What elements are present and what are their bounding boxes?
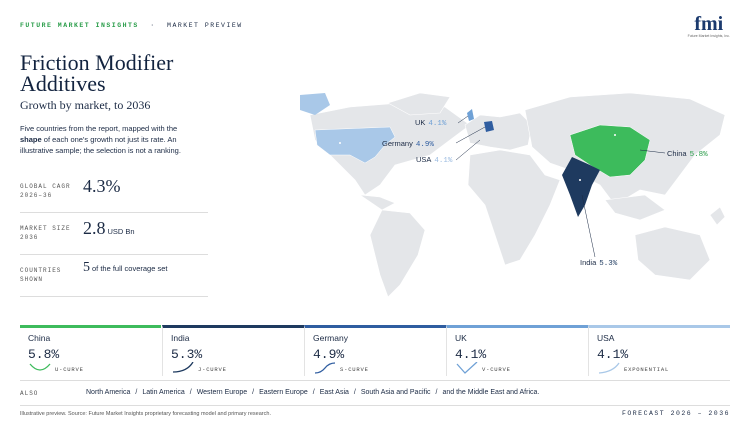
source: Illustrative preview. Source: Future Mar… — [20, 411, 271, 417]
card-shape: J-CURVE — [198, 366, 227, 373]
rate: 4.9% — [415, 141, 434, 149]
stat-label-line: 2026–36 — [20, 192, 53, 199]
unit: of the full coverage set — [92, 264, 168, 273]
rate: 4.1% — [428, 120, 447, 128]
curve — [314, 362, 336, 374]
map-label: India 5.3% — [580, 258, 617, 268]
card-country: UK — [455, 333, 467, 343]
card-country: China — [28, 333, 51, 343]
separator: / — [312, 389, 315, 396]
curve-icon — [314, 362, 336, 374]
map-label: China 5.8% — [667, 149, 708, 159]
stat-label-line: MARKET SIZE — [20, 225, 71, 232]
separator: / — [435, 389, 438, 396]
card-country: India — [171, 333, 190, 343]
logo-sub: Future Market Insights, Inc. — [687, 34, 730, 38]
stat: GLOBAL CAGR 2026–36 4.3% — [20, 172, 208, 213]
region: South Asia and Pacific — [360, 389, 431, 396]
card-rate: 4.1% — [597, 347, 629, 362]
unit: USD Bn — [107, 227, 135, 236]
title: Friction Modifier Additives — [20, 50, 174, 96]
card-shape: EXPONENTIAL — [624, 366, 670, 373]
forecast: FORECAST 2026 – 2036 — [621, 410, 730, 417]
stat-label-line: 2036 — [20, 234, 39, 241]
curve — [598, 362, 620, 374]
stat-label: COUNTRIES SHOWN — [20, 266, 61, 284]
stat-value: 5 of the full coverage set — [83, 260, 167, 276]
region: East Asia — [319, 389, 349, 396]
card: India 5.3% J-CURVE — [162, 325, 304, 376]
logo: fmi Future Market Insights, Inc. — [688, 14, 730, 38]
country: Germany — [382, 139, 413, 148]
country: India — [580, 258, 597, 267]
curve-icon — [598, 362, 620, 374]
stat-value: 4.3% — [83, 176, 121, 197]
card-rate: 4.9% — [313, 347, 345, 362]
card-shape: S-CURVE — [340, 366, 369, 373]
card-country: USA — [597, 333, 615, 343]
map-label: Germany 4.9% — [382, 139, 434, 149]
logo-mark: fmi — [694, 13, 724, 35]
rate: 5.8% — [689, 151, 708, 159]
intro-text: of each one's growth not just its rate. … — [20, 135, 181, 155]
separator: / — [189, 389, 192, 396]
world-map — [300, 92, 726, 298]
card-country: Germany — [313, 333, 348, 343]
card-rate: 4.1% — [455, 347, 487, 362]
curve — [172, 362, 194, 373]
region: Latin America — [142, 389, 185, 396]
card: UK 4.1% V-CURVE — [446, 325, 588, 376]
separator: / — [135, 389, 138, 396]
region: and the Middle East and Africa. — [442, 389, 540, 396]
curve — [456, 362, 478, 374]
map-label: USA 4.1% — [416, 155, 452, 165]
region: Eastern Europe — [259, 389, 308, 396]
stat-label: MARKET SIZE 2036 — [20, 224, 71, 242]
stat-label: GLOBAL CAGR 2026–36 — [20, 182, 71, 200]
country: China — [667, 149, 687, 158]
card-rate: 5.8% — [28, 347, 60, 362]
card-shape: V-CURVE — [482, 366, 511, 373]
brand: FUTURE MARKET INSIGHTS — [20, 22, 139, 29]
card: USA 4.1% EXPONENTIAL — [588, 325, 730, 376]
card: China 5.8% U-CURVE — [20, 325, 161, 376]
also-bar: ALSO North America / Latin America / Western… — [20, 380, 730, 406]
intro: Five countries from the report, mapped w… — [20, 123, 200, 156]
rate: 5.3% — [599, 260, 618, 268]
separator: / — [353, 389, 356, 396]
region: North America — [86, 389, 131, 396]
country: USA — [416, 155, 432, 164]
stat-label-line: GLOBAL CAGR — [20, 183, 71, 190]
stat: MARKET SIZE 2036 2.8 USD Bn — [20, 214, 208, 255]
header: FUTURE MARKET INSIGHTS · MARKET PREVIEW — [20, 22, 243, 29]
region: Western Europe — [196, 389, 248, 396]
value: 4.3% — [83, 176, 121, 196]
rate: 4.1% — [434, 157, 453, 165]
value: 5 — [83, 260, 90, 275]
curve-icon — [172, 362, 194, 373]
also-label: ALSO — [20, 390, 39, 397]
card-shape: U-CURVE — [55, 366, 84, 373]
section: MARKET PREVIEW — [167, 22, 243, 29]
intro-emphasis: shape — [20, 135, 42, 144]
curve-icon — [456, 362, 478, 374]
curve — [29, 363, 51, 371]
separator: / — [252, 389, 255, 396]
stat-label-line: COUNTRIES — [20, 267, 62, 274]
separator: · — [150, 22, 156, 29]
stat: COUNTRIES SHOWN 5 of the full coverage set — [20, 256, 208, 297]
card-rate: 5.3% — [171, 347, 203, 362]
map-label: UK 4.1% — [415, 118, 446, 128]
value: 2.8 — [83, 218, 106, 238]
stat-label-line: SHOWN — [20, 276, 44, 283]
subtitle: Growth by market, to 2036 — [20, 98, 151, 112]
stat-value: 2.8 USD Bn — [83, 218, 135, 239]
curve-icon — [29, 363, 51, 371]
regions: North America / Latin America / Western Euro… — [86, 389, 539, 396]
country: UK — [415, 118, 426, 127]
card: Germany 4.9% S-CURVE — [304, 325, 446, 376]
intro-text: Five countries from the report, mapped w… — [20, 124, 178, 133]
